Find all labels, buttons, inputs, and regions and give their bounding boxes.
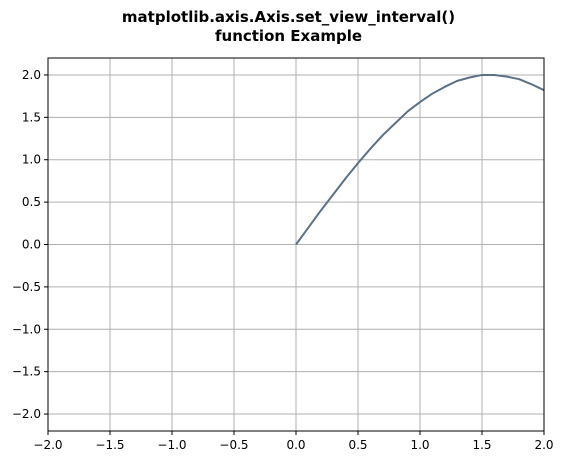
y-tick-label: −2.0 bbox=[12, 407, 41, 421]
chart-title-line2: function Example bbox=[214, 27, 363, 45]
chart-title: matplotlib.axis.Axis.set_view_interval()… bbox=[0, 8, 577, 46]
y-tick-label: 2.0 bbox=[22, 68, 41, 82]
y-tick-label: 1.0 bbox=[22, 153, 41, 167]
y-tick-label: 1.5 bbox=[22, 110, 41, 124]
y-tick-label: −1.0 bbox=[12, 322, 41, 336]
x-tick-label: 2.0 bbox=[534, 438, 553, 452]
x-tick-label: 0.5 bbox=[348, 438, 367, 452]
grid-lines bbox=[47, 58, 545, 431]
y-axis: 2.0 1.5 1.0 0.5 0.0 −0.5 −1.0 −1.5 −2.0 bbox=[12, 68, 48, 421]
x-tick-label: −2.0 bbox=[33, 438, 62, 452]
x-tick-label: −1.5 bbox=[95, 438, 124, 452]
x-tick-label: 0.0 bbox=[286, 438, 305, 452]
x-axis: −2.0 −1.5 −1.0 −0.5 0.0 0.5 1.0 1.5 2.0 bbox=[33, 431, 554, 452]
x-tick-label: −0.5 bbox=[219, 438, 248, 452]
series-line bbox=[295, 73, 545, 246]
series-group bbox=[295, 73, 545, 246]
y-tick-label: 0.0 bbox=[22, 238, 41, 252]
x-tick-label: −1.0 bbox=[157, 438, 186, 452]
y-tick-label: 0.5 bbox=[22, 195, 41, 209]
y-tick-label: −1.5 bbox=[12, 365, 41, 379]
x-tick-label: 1.0 bbox=[410, 438, 429, 452]
chart-title-line1: matplotlib.axis.Axis.set_view_interval() bbox=[121, 8, 456, 26]
y-tick-label: −0.5 bbox=[12, 280, 41, 294]
x-tick-label: 1.5 bbox=[472, 438, 491, 452]
